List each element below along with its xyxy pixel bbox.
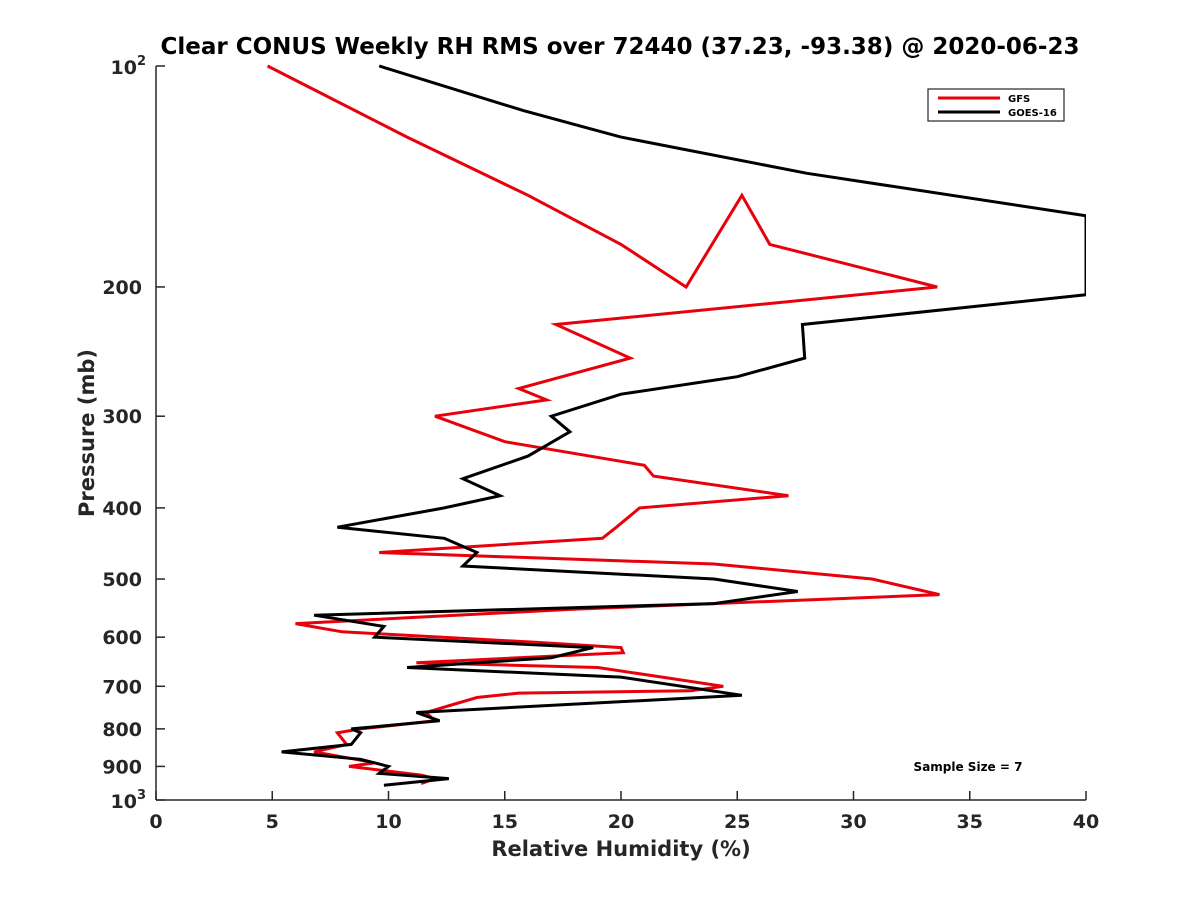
y-tick-label: 600	[102, 627, 142, 649]
x-tick-label: 20	[608, 811, 634, 833]
x-tick-label: 35	[957, 811, 983, 833]
x-tick-label: 25	[724, 811, 750, 833]
y-tick-exponent: 2	[137, 54, 146, 69]
x-tick-label: 15	[492, 811, 518, 833]
x-tick-label: 30	[840, 811, 866, 833]
y-tick-label: 400	[102, 498, 142, 520]
chart-title: Clear CONUS Weekly RH RMS over 72440 (37…	[161, 34, 1080, 60]
series-line-goes-16	[281, 64, 1086, 787]
y-tick-label: 103	[111, 788, 147, 813]
x-tick-label: 10	[375, 811, 401, 833]
y-tick-label: 900	[102, 756, 142, 778]
x-tick-label: 0	[149, 811, 162, 833]
series-line-gfs	[266, 64, 940, 786]
legend-label: GFS	[1008, 94, 1030, 105]
x-tick-label: 5	[266, 811, 279, 833]
plot-area: 0 5 10 15 20 25 30 35 40 10220030040050060070080…	[102, 54, 1099, 833]
legend-box	[927, 88, 1065, 122]
y-tick-label: 102	[111, 54, 147, 79]
legend-label: GOES-16	[1008, 108, 1057, 119]
x-axis-ticks: 0 5 10 15 20 25 30 35 40	[149, 791, 1099, 833]
y-tick-base: 10	[111, 57, 137, 79]
y-tick-label: 200	[102, 277, 142, 299]
series-layer	[266, 64, 1086, 787]
legend: GFS GOES-16	[927, 88, 1065, 122]
y-tick-label: 700	[102, 676, 142, 698]
y-tick-label: 300	[102, 406, 142, 428]
y-tick-label: 800	[102, 719, 142, 741]
y-axis-label: Pressure (mb)	[75, 349, 99, 517]
sample-size-annotation: Sample Size = 7	[914, 760, 1023, 774]
x-tick-label: 40	[1073, 811, 1099, 833]
y-tick-exponent: 3	[137, 788, 146, 803]
y-tick-base: 10	[111, 791, 137, 813]
x-axis-label: Relative Humidity (%)	[491, 837, 750, 861]
y-tick-label: 500	[102, 569, 142, 591]
